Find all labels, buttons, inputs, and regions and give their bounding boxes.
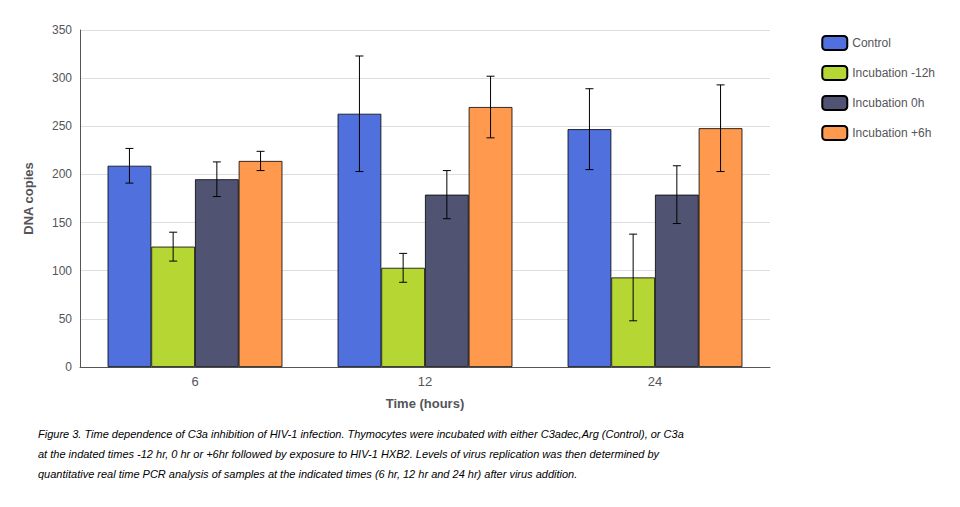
svg-text:Incubation -12h: Incubation -12h — [852, 66, 935, 80]
svg-text:12: 12 — [418, 374, 432, 389]
svg-text:at the indated times -12 hr, 0: at the indated times -12 hr, 0 hr or +6h… — [38, 448, 661, 460]
svg-text:100: 100 — [52, 264, 72, 278]
svg-text:Control: Control — [852, 36, 891, 50]
svg-text:DNA copies: DNA copies — [21, 162, 36, 234]
svg-text:200: 200 — [52, 167, 72, 181]
svg-text:150: 150 — [52, 216, 72, 230]
svg-text:0: 0 — [65, 360, 72, 374]
svg-text:350: 350 — [52, 23, 72, 37]
svg-text:Incubation +6h: Incubation +6h — [852, 126, 931, 140]
svg-text:24: 24 — [648, 374, 662, 389]
svg-text:quantitative real time PCR ana: quantitative real time PCR analysis of s… — [38, 468, 577, 480]
svg-text:250: 250 — [52, 119, 72, 133]
svg-text:Incubation 0h: Incubation 0h — [852, 96, 924, 110]
svg-text:50: 50 — [59, 312, 73, 326]
svg-text:300: 300 — [52, 71, 72, 85]
svg-text:6: 6 — [191, 374, 198, 389]
svg-text:Time (hours): Time (hours) — [386, 396, 465, 411]
svg-text:Figure 3. Time dependence of C: Figure 3. Time dependence of C3a inhibit… — [38, 428, 684, 440]
